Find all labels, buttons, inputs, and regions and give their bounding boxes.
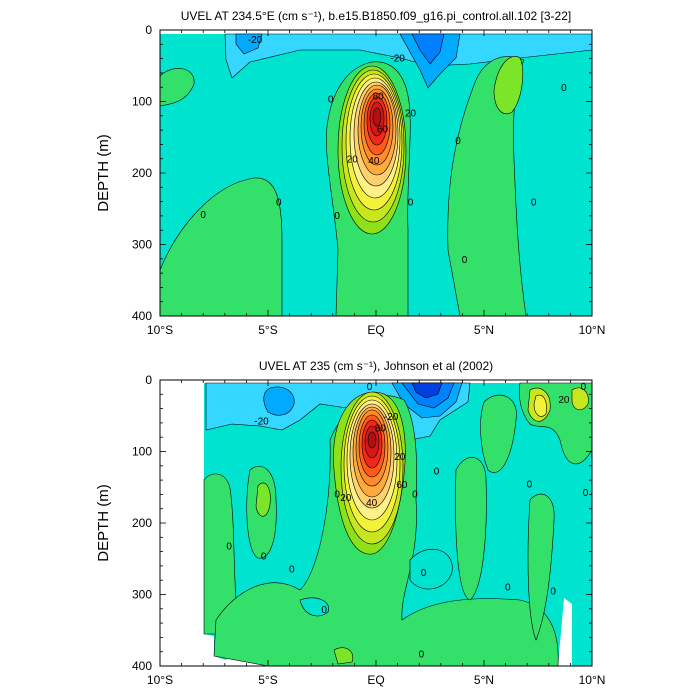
- panel-1-title: UVEL AT 234.5°E (cm s⁻¹), b.e15.B1850.f0…: [181, 9, 571, 23]
- contour-label: 20: [347, 154, 359, 165]
- panel-1-contour-field: -20 -20 0 80 60 20 20 40 0 0 0 0 0 0 0 0: [160, 30, 592, 316]
- contour-label: 0: [261, 552, 267, 563]
- x-tick-label: 10°N: [579, 673, 606, 687]
- contour-label: -20: [384, 412, 399, 423]
- contour-label: 0: [408, 197, 414, 208]
- y-tick-label: 200: [132, 516, 152, 530]
- x-tick-label: 10°S: [147, 673, 173, 687]
- panel-1: UVEL AT 234.5°E (cm s⁻¹), b.e15.B1850.f0…: [95, 9, 605, 337]
- y-tick-label: 300: [132, 588, 152, 602]
- y-tick-label: 0: [145, 23, 152, 37]
- panel-2: UVEL AT 235 (cm s⁻¹), Johnson et al (200…: [95, 359, 605, 687]
- contour-label: 0: [462, 255, 468, 266]
- x-tick-label: 5°N: [474, 323, 494, 337]
- y-tick-label: 300: [132, 238, 152, 252]
- contour-band-0-right: [447, 56, 527, 316]
- x-tick-label: EQ: [367, 673, 384, 687]
- contour-label: 80: [373, 91, 385, 102]
- y-tick-label: 400: [132, 659, 152, 673]
- euc-core-contours: [337, 65, 407, 235]
- contour-label: 0: [455, 136, 461, 147]
- contour-label: 0: [226, 542, 232, 553]
- panel-1-ylabel: DEPTH (m): [95, 134, 112, 212]
- contour-label: -20: [390, 54, 405, 65]
- contour-label: 0: [505, 582, 511, 593]
- contour-label: 0: [328, 94, 334, 105]
- x-tick-label: 5°S: [258, 323, 277, 337]
- contour-band-0-left: [160, 68, 195, 107]
- y-tick-label: 100: [132, 445, 152, 459]
- x-tick-label: 10°S: [147, 323, 173, 337]
- panel-2-title: UVEL AT 235 (cm s⁻¹), Johnson et al (200…: [259, 359, 493, 373]
- x-tick-label: 5°S: [258, 673, 277, 687]
- contour-band-0-deep-left: [160, 177, 283, 316]
- contour-label: 0: [550, 587, 556, 598]
- contour-label: 80: [375, 424, 387, 435]
- contour-label: 0: [583, 488, 589, 499]
- contour-label: 40: [366, 498, 378, 509]
- contour-label: 0: [289, 564, 295, 575]
- x-tick-label: 10°N: [579, 323, 606, 337]
- contour-label: 0: [367, 382, 373, 393]
- contour-label: 20: [558, 395, 570, 406]
- x-tick-label: 5°N: [474, 673, 494, 687]
- contour-label: 0: [412, 489, 418, 500]
- x-tick-label: EQ: [367, 323, 384, 337]
- y-tick-label: 0: [145, 373, 152, 387]
- contour-label: 0: [276, 197, 282, 208]
- contour-label: 0: [421, 568, 427, 579]
- euc-core-contours: [333, 391, 406, 555]
- y-tick-label: 200: [132, 166, 152, 180]
- panel-1-contour-labels: -20 -20 0 80 60 20 20 40 0 0 0 0 0 0 0 0: [200, 35, 567, 266]
- contour-label: 0: [531, 197, 537, 208]
- y-tick-label: 100: [132, 95, 152, 109]
- contour-label: 0: [334, 489, 340, 500]
- contour-label: 60: [377, 124, 389, 135]
- contour-label: 0: [200, 210, 206, 221]
- contour-label: 0: [321, 605, 327, 616]
- contour-label: 60: [396, 480, 408, 491]
- contour-label: 0: [581, 382, 587, 393]
- contour-label: -20: [254, 416, 269, 427]
- contour-label: 20: [340, 493, 352, 504]
- contour-band-neg10: [224, 33, 592, 79]
- contour-label: 0: [527, 479, 533, 490]
- contour-label: 20: [405, 109, 417, 120]
- contour-label: 20: [394, 452, 406, 463]
- contour-label: 0: [334, 211, 340, 222]
- contour-label: -20: [248, 35, 263, 46]
- contour-label: 0: [434, 467, 440, 478]
- contour-label: 0: [419, 650, 425, 661]
- y-tick-label: 400: [132, 309, 152, 323]
- contour-label: 0: [561, 83, 567, 94]
- contour-label: 40: [368, 156, 380, 167]
- panel-2-ylabel: DEPTH (m): [95, 484, 112, 562]
